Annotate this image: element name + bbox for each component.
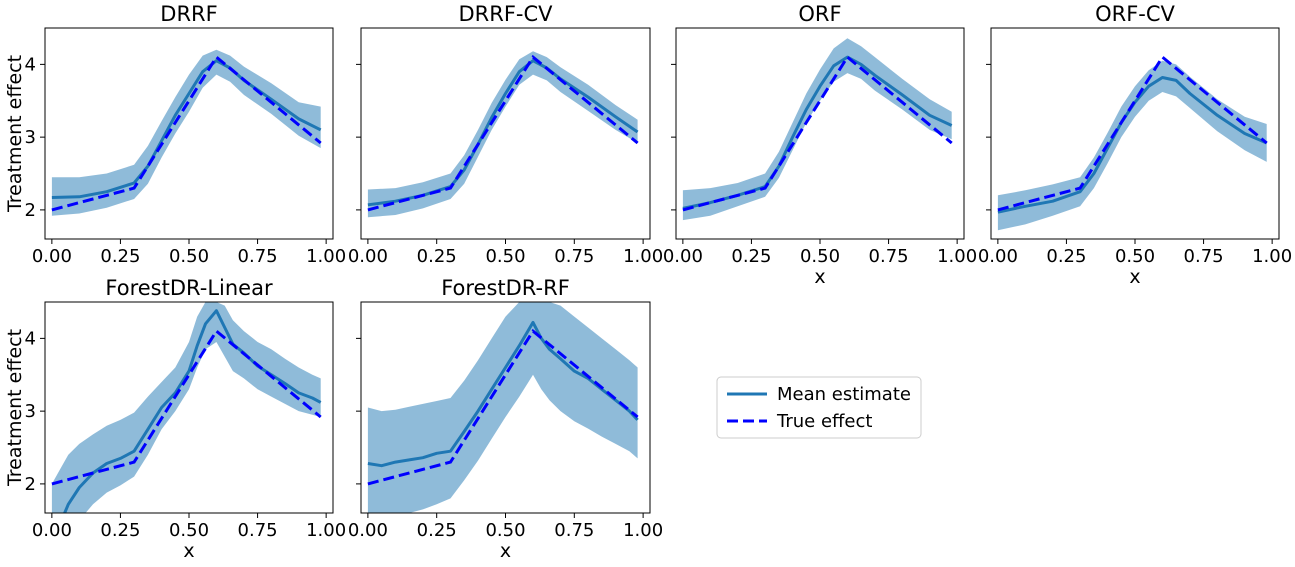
x-tick-label: 0.25: [417, 246, 457, 267]
subplot-title: ForestDR-RF: [441, 276, 570, 300]
x-tick-label: 0.00: [32, 520, 72, 541]
x-tick-label: 0.00: [348, 520, 388, 541]
x-tick-label: 0.75: [238, 520, 278, 541]
x-axis-label: x: [1129, 266, 1140, 288]
x-axis-label: x: [500, 540, 511, 562]
x-tick-label: 0.25: [417, 520, 457, 541]
x-tick-label: 0.75: [554, 520, 594, 541]
subplot-title: ForestDR-Linear: [105, 276, 273, 300]
confidence-band: [367, 51, 638, 218]
legend: Mean estimate True effect: [716, 376, 922, 439]
x-tick-label: 0.00: [32, 246, 72, 267]
x-tick-label: 0.00: [663, 246, 703, 267]
plot-area: [682, 38, 953, 221]
true-effect-line: [51, 328, 322, 486]
true-effect-line: [997, 54, 1268, 212]
x-tick-label: 0.75: [238, 246, 278, 267]
x-tick-label: 1.00: [306, 520, 346, 541]
x-axis-label: x: [814, 266, 825, 288]
x-tick-label: 0.75: [869, 246, 909, 267]
y-tick-label: 4: [25, 328, 36, 349]
confidence-band: [51, 49, 321, 216]
confidence-band: [682, 38, 952, 221]
x-tick-label: 0.25: [731, 246, 771, 267]
y-tick-label: 2: [25, 200, 36, 221]
x-tick-label: 0.50: [485, 520, 525, 541]
x-tick-label: 0.25: [100, 246, 140, 267]
confidence-band: [367, 302, 638, 513]
x-tick-label: 0.75: [554, 246, 594, 267]
plot-area: [367, 302, 639, 513]
subplot-4: 0.00 0.25 0.50 0.75 1.00 ORF-CV x: [978, 2, 1292, 288]
mean-estimate-line: [367, 59, 639, 207]
subplot-title: DRRF: [160, 2, 217, 26]
y-tick-label: 4: [25, 54, 36, 75]
subplot-2: 0.00 0.25 0.50 0.75 1.00 DRRF-CV: [348, 2, 663, 267]
subplot-title: DRRF-CV: [458, 2, 553, 26]
x-tick-label: 0.00: [348, 246, 388, 267]
legend-label-mean: Mean estimate: [777, 384, 911, 405]
x-tick-label: 0.50: [800, 246, 840, 267]
x-tick-label: 1.00: [1252, 246, 1292, 267]
subplot-6: 0.00 0.25 0.50 0.75 1.00 ForestDR-RF x: [348, 276, 663, 562]
x-tick-label: 0.75: [1184, 246, 1224, 267]
subplot-title: ORF-CV: [1095, 2, 1175, 26]
x-tick-label: 0.25: [1046, 246, 1086, 267]
legend-label-true: True effect: [776, 411, 872, 432]
true-effect-line: [682, 54, 953, 212]
legend-box: [716, 376, 922, 439]
y-axis-label: Treatment effect: [4, 329, 26, 487]
y-tick-label: 3: [25, 127, 36, 148]
x-tick-label: 1.00: [623, 520, 663, 541]
confidence-band: [997, 60, 1267, 231]
true-effect-line: [51, 54, 322, 212]
subplot-3: 0.00 0.25 0.50 0.75 1.00 ORF x: [663, 2, 977, 288]
x-tick-label: 0.00: [978, 246, 1018, 267]
true-effect-line: [367, 328, 639, 486]
plot-area: [51, 302, 322, 513]
y-tick-label: 3: [25, 401, 36, 422]
subplot-5: 0.00 0.25 0.50 0.75 1.00 2 3 4 ForestDR-Linear x T…: [4, 276, 346, 562]
x-tick-label: 0.50: [485, 246, 525, 267]
x-tick-label: 1.00: [937, 246, 977, 267]
x-tick-label: 1.00: [306, 246, 346, 267]
x-tick-label: 0.50: [169, 520, 209, 541]
plot-area: [997, 54, 1268, 231]
x-tick-label: 0.50: [1115, 246, 1155, 267]
x-tick-label: 1.00: [623, 246, 663, 267]
plot-area: [367, 51, 639, 218]
x-axis-label: x: [183, 540, 194, 562]
mean-estimate-line: [63, 309, 322, 513]
y-tick-label: 2: [25, 474, 36, 495]
subplot-title: ORF: [798, 2, 841, 26]
x-tick-label: 0.25: [100, 520, 140, 541]
subplot-1: 0.00 0.25 0.50 0.75 1.00 2 3 4 DRRF Treatment eff…: [4, 2, 346, 267]
x-tick-label: 0.50: [169, 246, 209, 267]
true-effect-line: [367, 54, 639, 212]
y-axis-label: Treatment effect: [4, 55, 26, 213]
plot-area: [51, 49, 322, 216]
